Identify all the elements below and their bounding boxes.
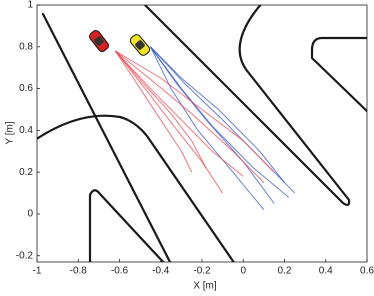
trajectory [115, 50, 265, 183]
x-axis-label: X [m] [193, 281, 217, 292]
road-edge [41, 12, 172, 262]
x-tick-label: -0.6 [111, 266, 129, 277]
y-axis-label: Y [m] [5, 121, 16, 144]
y-tick-label: 0.8 [19, 41, 33, 52]
trajectory [114, 50, 207, 169]
trajectory [150, 46, 275, 204]
x-tick-label: -1 [33, 266, 42, 277]
road-edge [310, 36, 367, 113]
x-tick-label: 0.4 [319, 266, 333, 277]
x-tick-label: -0.8 [70, 266, 88, 277]
yellow-car [129, 34, 151, 56]
y-tick-label: 0.4 [19, 125, 33, 136]
y-tick-label: 0.2 [19, 167, 33, 178]
road-map [37, 5, 367, 262]
x-tick-label: 0.6 [360, 266, 374, 277]
trajectory [149, 46, 265, 211]
trajectory [150, 46, 296, 194]
y-tick-label: 0.6 [19, 83, 33, 94]
x-tick-label: 0.2 [278, 266, 292, 277]
road-edge [37, 114, 235, 262]
red-car [89, 30, 109, 52]
y-tick-label: 1 [27, 0, 33, 11]
road-edge [143, 5, 351, 207]
trajectory [115, 50, 244, 177]
road-edge [88, 189, 165, 262]
x-tick-label: -0.2 [193, 266, 211, 277]
trajectory [114, 50, 224, 194]
trajectory [150, 46, 285, 183]
y-tick-label: 0 [27, 209, 33, 220]
y-tick-label: -0.2 [16, 250, 34, 261]
x-tick-label: -0.4 [152, 266, 170, 277]
x-tick-label: 0 [240, 266, 246, 277]
trajectory [115, 50, 275, 173]
trajectory [114, 50, 193, 173]
axes-frame [36, 4, 368, 263]
